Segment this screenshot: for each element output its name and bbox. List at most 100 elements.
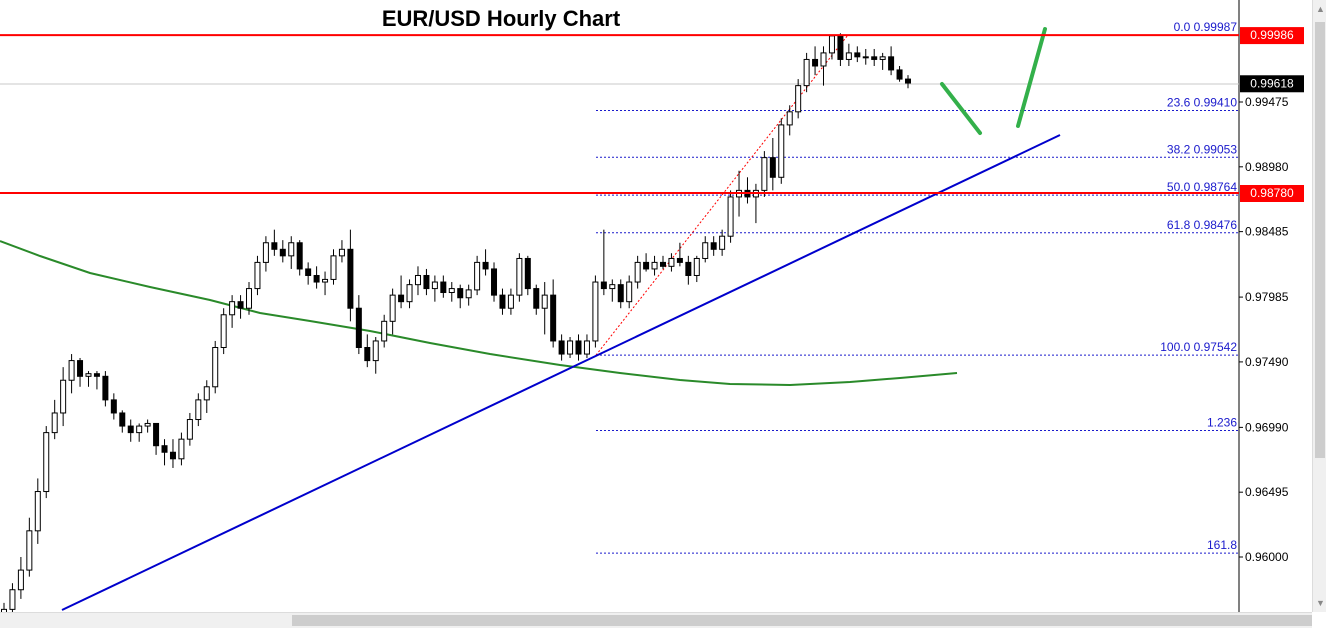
bull-candle-body	[254, 261, 261, 290]
bear-candle-body	[575, 340, 582, 355]
bull-candle-body	[820, 52, 827, 67]
candle	[203, 380, 210, 413]
bear-candle-body	[871, 56, 878, 60]
candle	[575, 334, 582, 361]
horizontal-scroll-thumb[interactable]	[292, 615, 1312, 626]
bull-candle-body	[60, 379, 67, 414]
candle	[609, 279, 616, 302]
bull-candle-body	[17, 569, 24, 591]
bull-candle-body	[414, 274, 421, 286]
candle	[220, 308, 227, 355]
candle	[659, 255, 666, 269]
candle	[229, 295, 236, 328]
fib-label: 0.0 0.99987	[1174, 20, 1238, 34]
candle	[812, 46, 819, 76]
candle	[389, 288, 396, 335]
candle	[668, 253, 675, 272]
bull-candle-body	[786, 111, 793, 126]
candle	[499, 288, 506, 315]
candle	[778, 118, 785, 184]
scroll-up-arrow-icon[interactable]: ▲	[1316, 4, 1325, 14]
fib-label: 1.236	[1207, 416, 1237, 430]
bull-candle-body	[465, 289, 472, 299]
candle	[727, 190, 734, 243]
bear-candle-body	[127, 425, 134, 434]
candle	[271, 229, 278, 256]
candle	[651, 255, 658, 276]
bear-candle-body	[558, 340, 565, 355]
vertical-scrollbar[interactable]: ▲ ▼	[1312, 0, 1326, 612]
candle	[364, 334, 371, 368]
y-tick-label: 0.97490	[1245, 355, 1289, 369]
candle	[465, 284, 472, 306]
bull-candle-body	[828, 35, 835, 54]
vertical-scroll-thumb[interactable]	[1315, 22, 1325, 458]
bull-candle-body	[448, 288, 455, 294]
bull-candle-body	[186, 419, 193, 440]
candle	[524, 255, 531, 296]
bull-candle-body	[719, 235, 726, 250]
bear-candle-body	[237, 301, 244, 309]
bear-candle-body	[550, 294, 557, 342]
bull-candle-body	[778, 124, 785, 178]
bull-candle-body	[68, 360, 75, 381]
bear-candle-body	[398, 294, 405, 303]
candle	[676, 242, 683, 267]
candle	[693, 255, 700, 283]
candle	[533, 284, 540, 315]
bear-candle-body	[313, 274, 320, 283]
bear-candle-body	[854, 52, 861, 58]
candle	[161, 439, 168, 466]
bear-candle-body	[769, 157, 776, 178]
bear-candle-body	[600, 281, 607, 290]
fib-label: 38.2 0.99053	[1167, 142, 1237, 156]
scroll-down-arrow-icon[interactable]: ▼	[1316, 598, 1325, 608]
bull-candle-body	[246, 288, 253, 309]
bull-candle-body	[879, 56, 886, 60]
candle	[795, 79, 802, 119]
bear-candle-body	[643, 261, 650, 270]
candle	[769, 138, 776, 191]
bear-candle-body	[364, 347, 371, 362]
bear-candle-body	[524, 257, 531, 290]
candle	[26, 517, 33, 577]
candle	[803, 52, 810, 93]
bull-candle-body	[507, 294, 514, 309]
bear-candle-body	[119, 412, 126, 427]
bull-candle-body	[516, 257, 523, 296]
candle	[744, 177, 751, 204]
candle	[305, 262, 312, 285]
candle	[837, 33, 844, 66]
candle	[119, 410, 126, 433]
candle	[43, 426, 50, 499]
bull-candle-body	[567, 340, 574, 355]
bear-candle-body	[617, 284, 624, 303]
bull-candle-body	[381, 320, 388, 342]
bear-candle-body	[305, 268, 312, 276]
bull-candle-body	[431, 281, 438, 290]
candle	[1, 602, 7, 612]
bear-candle-body	[659, 261, 666, 267]
bear-candle-body	[347, 248, 354, 309]
candle	[592, 275, 599, 348]
candle	[322, 271, 329, 296]
horizontal-scrollbar[interactable]	[0, 612, 1312, 628]
candle	[136, 423, 143, 442]
bull-candle-body	[727, 196, 734, 237]
candle	[752, 183, 759, 224]
bear-candle-body	[710, 242, 717, 250]
bull-candle-body	[330, 255, 337, 280]
bear-candle-body	[102, 375, 109, 401]
y-tick-label: 0.99475	[1245, 95, 1289, 109]
y-tick-label: 0.98980	[1245, 160, 1289, 174]
bull-candle-body	[338, 248, 345, 257]
bull-candle-body	[144, 422, 151, 427]
bull-candle-body	[178, 438, 185, 460]
bear-candle-body	[888, 56, 895, 71]
bear-candle-body	[812, 58, 819, 67]
candle	[617, 279, 624, 309]
y-tick-label: 0.96990	[1245, 420, 1289, 434]
price-axis: 0.99475 0.98980 0.98485 0.97985 0.97490 0.969…	[1239, 95, 1289, 564]
projection-up-stroke	[1016, 27, 1047, 128]
candle	[583, 334, 590, 358]
